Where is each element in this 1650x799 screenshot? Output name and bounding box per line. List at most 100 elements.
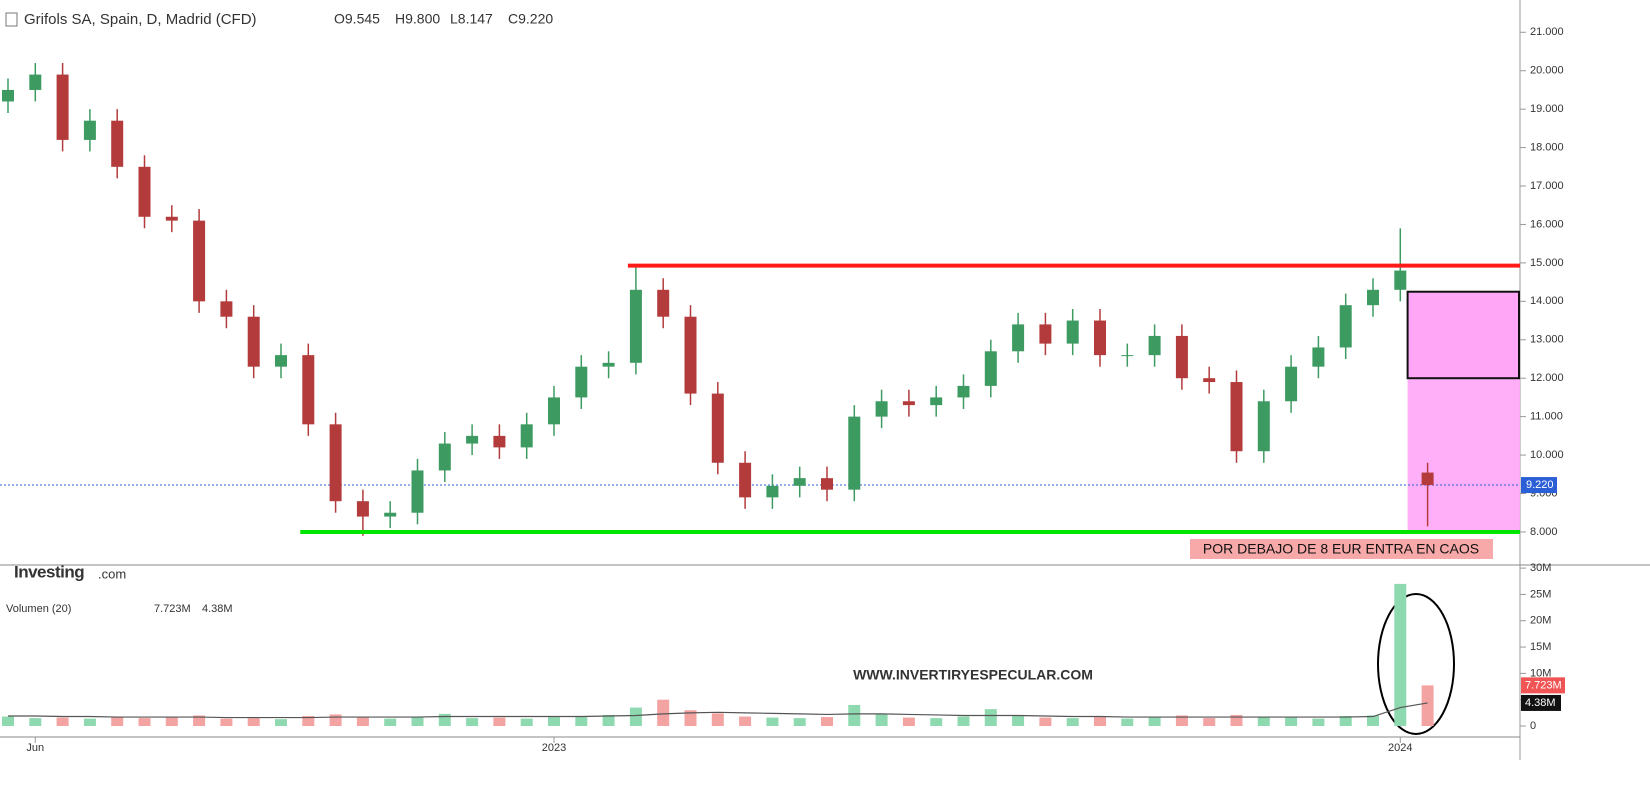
candle-body: [766, 485, 779, 498]
candle-body: [1148, 335, 1161, 356]
y-tick-label: 25M: [1530, 588, 1551, 600]
annotation: POR DEBAJO DE 8 EUR ENTRA EN CAOS: [1203, 541, 1479, 557]
volume-bar: [302, 716, 315, 726]
volume-bar: [629, 707, 642, 726]
y-tick-label: 18.000: [1530, 141, 1564, 153]
annotation-box: [1190, 539, 1493, 559]
volume-bar: [1285, 717, 1298, 726]
volume-bar: [1203, 718, 1216, 726]
volume-bar: [1039, 717, 1052, 726]
volume-title: Volumen (20): [6, 603, 71, 615]
volume-bar: [1312, 718, 1325, 726]
zone-box: [1406, 290, 1520, 380]
candle-body: [793, 478, 806, 486]
x-tick-label: 2024: [1388, 742, 1412, 754]
volume-bar: [957, 716, 970, 726]
candle-body: [1012, 324, 1025, 352]
candle-body: [902, 401, 915, 406]
volume-bar: [384, 718, 397, 726]
candle-body: [1203, 378, 1216, 383]
candle-body: [1421, 472, 1434, 486]
candle-body: [930, 397, 943, 406]
candle-body: [957, 385, 970, 398]
candle-body: [83, 120, 96, 140]
volume-bar: [466, 718, 479, 726]
candle-body: [247, 316, 260, 367]
volume-bar: [1230, 714, 1243, 726]
candle-body: [2, 89, 14, 102]
candle-body: [1039, 324, 1052, 344]
candle-body: [1394, 270, 1407, 290]
zone-lower: [1407, 378, 1520, 532]
candle-body: [711, 393, 724, 463]
watermark: WWW.INVERTIRYESPECULAR.COM: [853, 667, 1093, 683]
volume-bar: [902, 717, 915, 726]
y-tick-label: 13.000: [1530, 334, 1564, 346]
candle-body: [493, 435, 506, 448]
volume-bar: [684, 710, 697, 726]
candle-body: [848, 416, 861, 490]
volume-bar: [1421, 685, 1434, 726]
candle-body: [1230, 382, 1243, 452]
candle-body: [220, 301, 233, 317]
volume-bar: [2, 716, 14, 726]
volume-bar: [247, 718, 260, 726]
x-tick-label: Jun: [26, 742, 44, 754]
volume-ma-line: [8, 702, 1428, 719]
volume-bar: [493, 717, 506, 726]
volume-bar: [875, 714, 888, 726]
y-tick-label: 14.000: [1530, 295, 1564, 307]
ohlc-open: O9.545: [334, 11, 380, 27]
volume-value-tag: [1521, 677, 1565, 694]
volume-bar: [793, 718, 806, 726]
volume-bar: [821, 717, 833, 726]
volume-bar: [1148, 717, 1161, 726]
volume-value: 7.723M: [154, 603, 191, 615]
y-tick-label: 20.000: [1530, 65, 1564, 77]
volume-bar: [438, 713, 451, 726]
candle-body: [1094, 320, 1106, 356]
volume-bar: [766, 717, 779, 726]
volume-bar: [1257, 716, 1270, 726]
y-tick-label: 11.000: [1530, 411, 1563, 423]
candle-body: [1367, 289, 1379, 306]
candle-body: [984, 351, 997, 386]
candle-body: [520, 424, 533, 448]
y-tick-label: 15.000: [1530, 257, 1564, 269]
volume-bar: [575, 716, 588, 726]
y-tick-label: 30M: [1530, 562, 1551, 574]
candle-body: [548, 397, 560, 425]
y-tick-label: 19.000: [1530, 103, 1564, 115]
last-price-tag: [1521, 477, 1557, 494]
y-tick-label: 8.000: [1530, 526, 1558, 538]
candle-body: [29, 74, 42, 90]
volume-bar: [930, 718, 943, 726]
candle-body: [275, 355, 287, 367]
volume-bar: [138, 718, 151, 726]
y-tick-label: 10.000: [1530, 449, 1564, 461]
y-tick-label: 20M: [1530, 615, 1551, 627]
volume-bar: [848, 704, 861, 726]
candle-body: [356, 501, 369, 517]
last-price-label: 9.220: [1526, 479, 1554, 491]
ohlc-close: C9.220: [508, 11, 553, 27]
volume-bar: [520, 718, 533, 726]
y-tick-label: 0: [1530, 720, 1536, 732]
candle-body: [575, 366, 588, 398]
collapse-icon[interactable]: [5, 12, 18, 27]
chart-title: Grifols SA, Spain, D, Madrid (CFD): [24, 11, 257, 28]
ohlc-high: H9.800: [395, 11, 440, 27]
y-tick-label: 21.000: [1530, 26, 1564, 38]
highlight-ellipse: [1377, 593, 1455, 735]
volume-bar: [984, 709, 997, 726]
candle-body: [1066, 320, 1079, 344]
candle-body: [466, 435, 479, 444]
volume-bar: [111, 717, 124, 726]
volume-bar: [1394, 583, 1407, 726]
candle-body: [302, 355, 315, 425]
volume-bar: [165, 717, 178, 726]
y-tick-label: 16.000: [1530, 218, 1564, 230]
logo-suffix: .com: [98, 566, 126, 581]
